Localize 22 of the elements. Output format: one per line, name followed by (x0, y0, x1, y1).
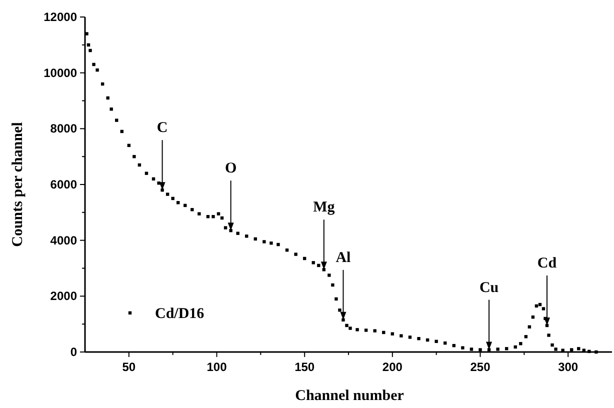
x-tick-label: 50 (122, 360, 136, 374)
x-tick-label: 150 (294, 360, 315, 374)
y-tick-label: 6000 (50, 178, 78, 192)
x-tick-label: 250 (470, 360, 491, 374)
y-tick-label: 4000 (50, 233, 78, 248)
annotation: Al (336, 250, 351, 266)
y-tick-label: 10000 (44, 66, 78, 80)
annotation: Cd (537, 255, 558, 272)
x-tick-label: 100 (206, 360, 228, 374)
legend-label: Cd/D16 (155, 306, 205, 322)
y-tick-label: 2000 (50, 289, 78, 304)
annotation: C (156, 120, 168, 136)
annotation: Mg (313, 200, 336, 216)
x-tick-label: 200 (382, 360, 403, 374)
x-tick-label: 300 (558, 360, 578, 374)
y-tick-label: 0 (70, 345, 78, 359)
y-axis-title: Counts per channel (10, 122, 26, 247)
y-tick-label: 12000 (44, 10, 78, 24)
annotation: Cu (479, 280, 499, 296)
y-tick-label: 8000 (50, 122, 78, 136)
annotation: O (224, 160, 237, 177)
x-axis-title: Channel number (295, 388, 404, 404)
